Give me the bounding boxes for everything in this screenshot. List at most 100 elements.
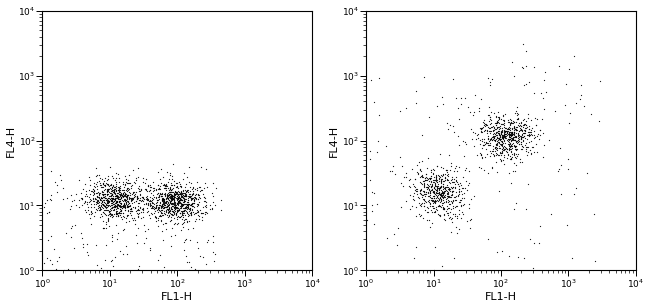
Point — [142, 184, 153, 188]
Point — [122, 187, 132, 192]
Point — [100, 205, 110, 209]
Point — [526, 132, 536, 136]
Point — [102, 198, 112, 203]
Point — [114, 199, 125, 204]
Point — [172, 192, 183, 197]
Point — [506, 144, 516, 149]
Point — [82, 194, 92, 199]
Point — [197, 188, 207, 192]
Point — [118, 204, 128, 209]
Point — [121, 219, 131, 224]
Point — [482, 130, 493, 135]
Point — [443, 199, 453, 204]
Point — [445, 188, 456, 193]
Point — [504, 130, 515, 135]
Point — [187, 186, 197, 191]
Point — [497, 133, 507, 138]
Point — [127, 215, 137, 220]
Point — [524, 132, 534, 137]
Point — [116, 196, 127, 201]
Point — [422, 184, 432, 189]
Point — [162, 201, 172, 206]
Point — [195, 196, 205, 201]
Point — [517, 64, 527, 69]
Point — [411, 88, 421, 93]
Point — [99, 225, 109, 230]
Point — [491, 249, 502, 254]
Point — [415, 187, 426, 192]
Point — [99, 194, 109, 199]
Point — [107, 258, 118, 263]
Point — [436, 180, 446, 185]
Point — [166, 188, 177, 193]
Point — [172, 201, 182, 205]
Point — [422, 189, 433, 194]
Point — [454, 199, 465, 204]
Point — [495, 134, 505, 139]
Point — [152, 198, 162, 203]
Point — [430, 245, 440, 250]
Point — [431, 196, 441, 201]
Point — [503, 152, 514, 157]
Point — [493, 115, 504, 120]
Point — [507, 126, 517, 131]
Point — [122, 193, 132, 198]
Point — [177, 210, 187, 215]
Point — [95, 196, 105, 201]
Point — [39, 205, 49, 210]
Point — [373, 139, 384, 144]
Point — [563, 166, 573, 171]
Point — [166, 197, 176, 202]
Point — [506, 138, 517, 143]
Point — [523, 145, 533, 150]
Point — [187, 204, 197, 209]
Point — [101, 200, 112, 205]
Point — [444, 194, 454, 199]
Point — [543, 137, 554, 142]
Point — [198, 195, 209, 200]
Point — [152, 205, 162, 210]
Point — [518, 123, 528, 128]
Point — [133, 200, 143, 205]
Point — [438, 185, 448, 190]
Point — [396, 181, 406, 186]
Point — [38, 261, 49, 265]
Point — [114, 196, 124, 201]
Point — [404, 178, 414, 183]
Point — [496, 150, 506, 155]
Point — [99, 194, 109, 199]
Point — [160, 183, 170, 188]
Point — [184, 192, 194, 197]
Point — [514, 132, 524, 137]
Point — [421, 175, 431, 180]
Point — [92, 200, 102, 205]
Point — [122, 194, 132, 199]
Point — [439, 194, 449, 199]
Point — [165, 189, 176, 194]
Point — [115, 204, 125, 209]
Point — [110, 202, 120, 207]
Point — [151, 195, 161, 200]
Point — [499, 154, 510, 159]
Point — [131, 175, 141, 180]
Point — [161, 205, 171, 210]
Point — [165, 218, 176, 223]
Point — [440, 176, 450, 181]
Point — [164, 209, 175, 213]
Point — [447, 219, 457, 224]
Point — [157, 196, 167, 201]
Point — [497, 143, 507, 148]
Point — [181, 182, 192, 187]
Point — [124, 204, 135, 209]
Point — [96, 196, 106, 201]
Point — [528, 150, 539, 155]
Point — [492, 142, 502, 147]
Point — [121, 197, 131, 202]
Point — [83, 252, 93, 257]
Point — [106, 193, 116, 198]
Point — [185, 195, 195, 200]
Point — [165, 191, 176, 196]
Point — [437, 181, 448, 186]
Point — [142, 183, 153, 188]
Point — [177, 194, 187, 199]
